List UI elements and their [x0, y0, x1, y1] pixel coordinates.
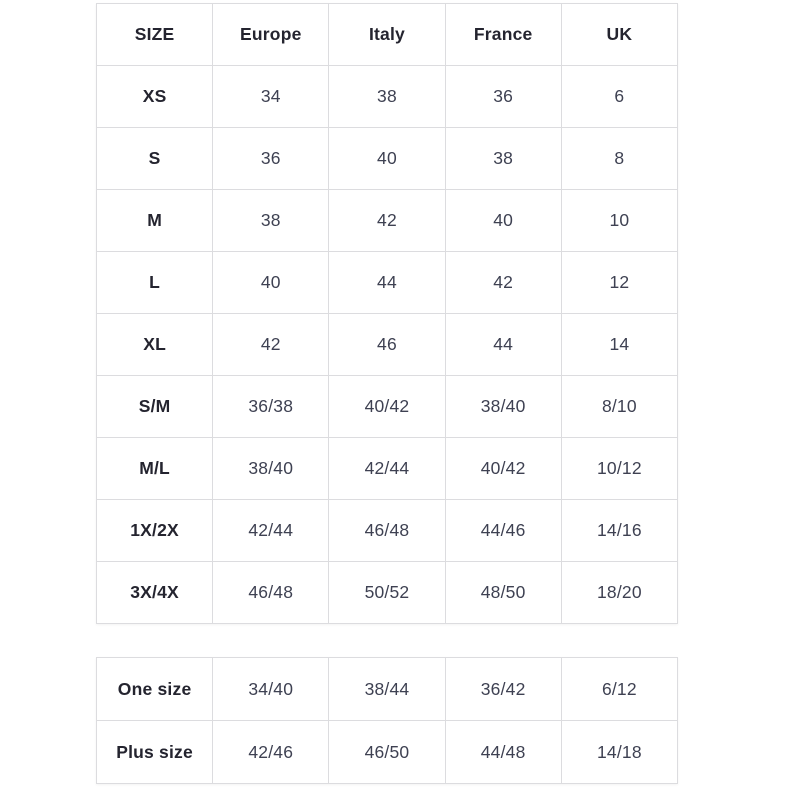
europe-value: 34/40 — [212, 657, 330, 721]
size-label: Plus size — [95, 720, 214, 784]
table-row: L 40 44 42 12 — [95, 251, 679, 314]
column-header-europe: Europe — [212, 3, 330, 66]
europe-value: 40 — [212, 251, 330, 314]
column-header-italy: Italy — [328, 3, 446, 66]
france-value: 38 — [444, 127, 562, 190]
italy-value: 42 — [328, 189, 446, 252]
size-label: XL — [95, 313, 214, 376]
france-value: 38/40 — [444, 375, 562, 438]
europe-value: 36/38 — [212, 375, 330, 438]
europe-value: 46/48 — [212, 561, 330, 624]
france-value: 40 — [444, 189, 562, 252]
size-label: 1X/2X — [95, 499, 214, 562]
table-row: 1X/2X 42/44 46/48 44/46 14/16 — [95, 499, 679, 562]
size-label: M — [95, 189, 214, 252]
uk-value: 8 — [560, 127, 679, 190]
europe-value: 38 — [212, 189, 330, 252]
italy-value: 38 — [328, 65, 446, 128]
uk-value: 12 — [560, 251, 679, 314]
table-row: XS 34 38 36 6 — [95, 65, 679, 128]
italy-value: 46/50 — [328, 720, 446, 784]
size-label: S/M — [95, 375, 214, 438]
france-value: 48/50 — [444, 561, 562, 624]
france-value: 44 — [444, 313, 562, 376]
table-row: M 38 42 40 10 — [95, 189, 679, 252]
table-row: S 36 40 38 8 — [95, 127, 679, 190]
table-row: Plus size 42/46 46/50 44/48 14/18 — [95, 720, 679, 784]
special-sizes-table: One size 34/40 38/44 36/42 6/12 Plus siz… — [95, 657, 679, 784]
table-row: M/L 38/40 42/44 40/42 10/12 — [95, 437, 679, 500]
france-value: 44/48 — [444, 720, 562, 784]
europe-value: 38/40 — [212, 437, 330, 500]
italy-value: 46 — [328, 313, 446, 376]
size-conversion-table: SIZE Europe Italy France UK XS 34 38 36 … — [95, 3, 679, 624]
europe-value: 34 — [212, 65, 330, 128]
table-row: S/M 36/38 40/42 38/40 8/10 — [95, 375, 679, 438]
uk-value: 6/12 — [560, 657, 679, 721]
size-label: One size — [95, 657, 214, 721]
size-label: L — [95, 251, 214, 314]
france-value: 40/42 — [444, 437, 562, 500]
uk-value: 10 — [560, 189, 679, 252]
column-header-size: SIZE — [95, 3, 214, 66]
column-header-uk: UK — [560, 3, 679, 66]
europe-value: 36 — [212, 127, 330, 190]
size-label: S — [95, 127, 214, 190]
uk-value: 8/10 — [560, 375, 679, 438]
france-value: 44/46 — [444, 499, 562, 562]
europe-value: 42/44 — [212, 499, 330, 562]
size-label: XS — [95, 65, 214, 128]
uk-value: 18/20 — [560, 561, 679, 624]
italy-value: 42/44 — [328, 437, 446, 500]
italy-value: 46/48 — [328, 499, 446, 562]
uk-value: 14/16 — [560, 499, 679, 562]
size-label: M/L — [95, 437, 214, 500]
france-value: 42 — [444, 251, 562, 314]
italy-value: 50/52 — [328, 561, 446, 624]
europe-value: 42 — [212, 313, 330, 376]
size-label: 3X/4X — [95, 561, 214, 624]
column-header-france: France — [444, 3, 562, 66]
france-value: 36 — [444, 65, 562, 128]
header-row: SIZE Europe Italy France UK — [95, 3, 679, 66]
italy-value: 40/42 — [328, 375, 446, 438]
table-row: XL 42 46 44 14 — [95, 313, 679, 376]
uk-value: 6 — [560, 65, 679, 128]
italy-value: 40 — [328, 127, 446, 190]
france-value: 36/42 — [444, 657, 562, 721]
uk-value: 10/12 — [560, 437, 679, 500]
europe-value: 42/46 — [212, 720, 330, 784]
table-row: 3X/4X 46/48 50/52 48/50 18/20 — [95, 561, 679, 624]
size-conversion-page: SIZE Europe Italy France UK XS 34 38 36 … — [0, 3, 800, 800]
italy-value: 44 — [328, 251, 446, 314]
table-row: One size 34/40 38/44 36/42 6/12 — [95, 657, 679, 721]
italy-value: 38/44 — [328, 657, 446, 721]
uk-value: 14/18 — [560, 720, 679, 784]
uk-value: 14 — [560, 313, 679, 376]
